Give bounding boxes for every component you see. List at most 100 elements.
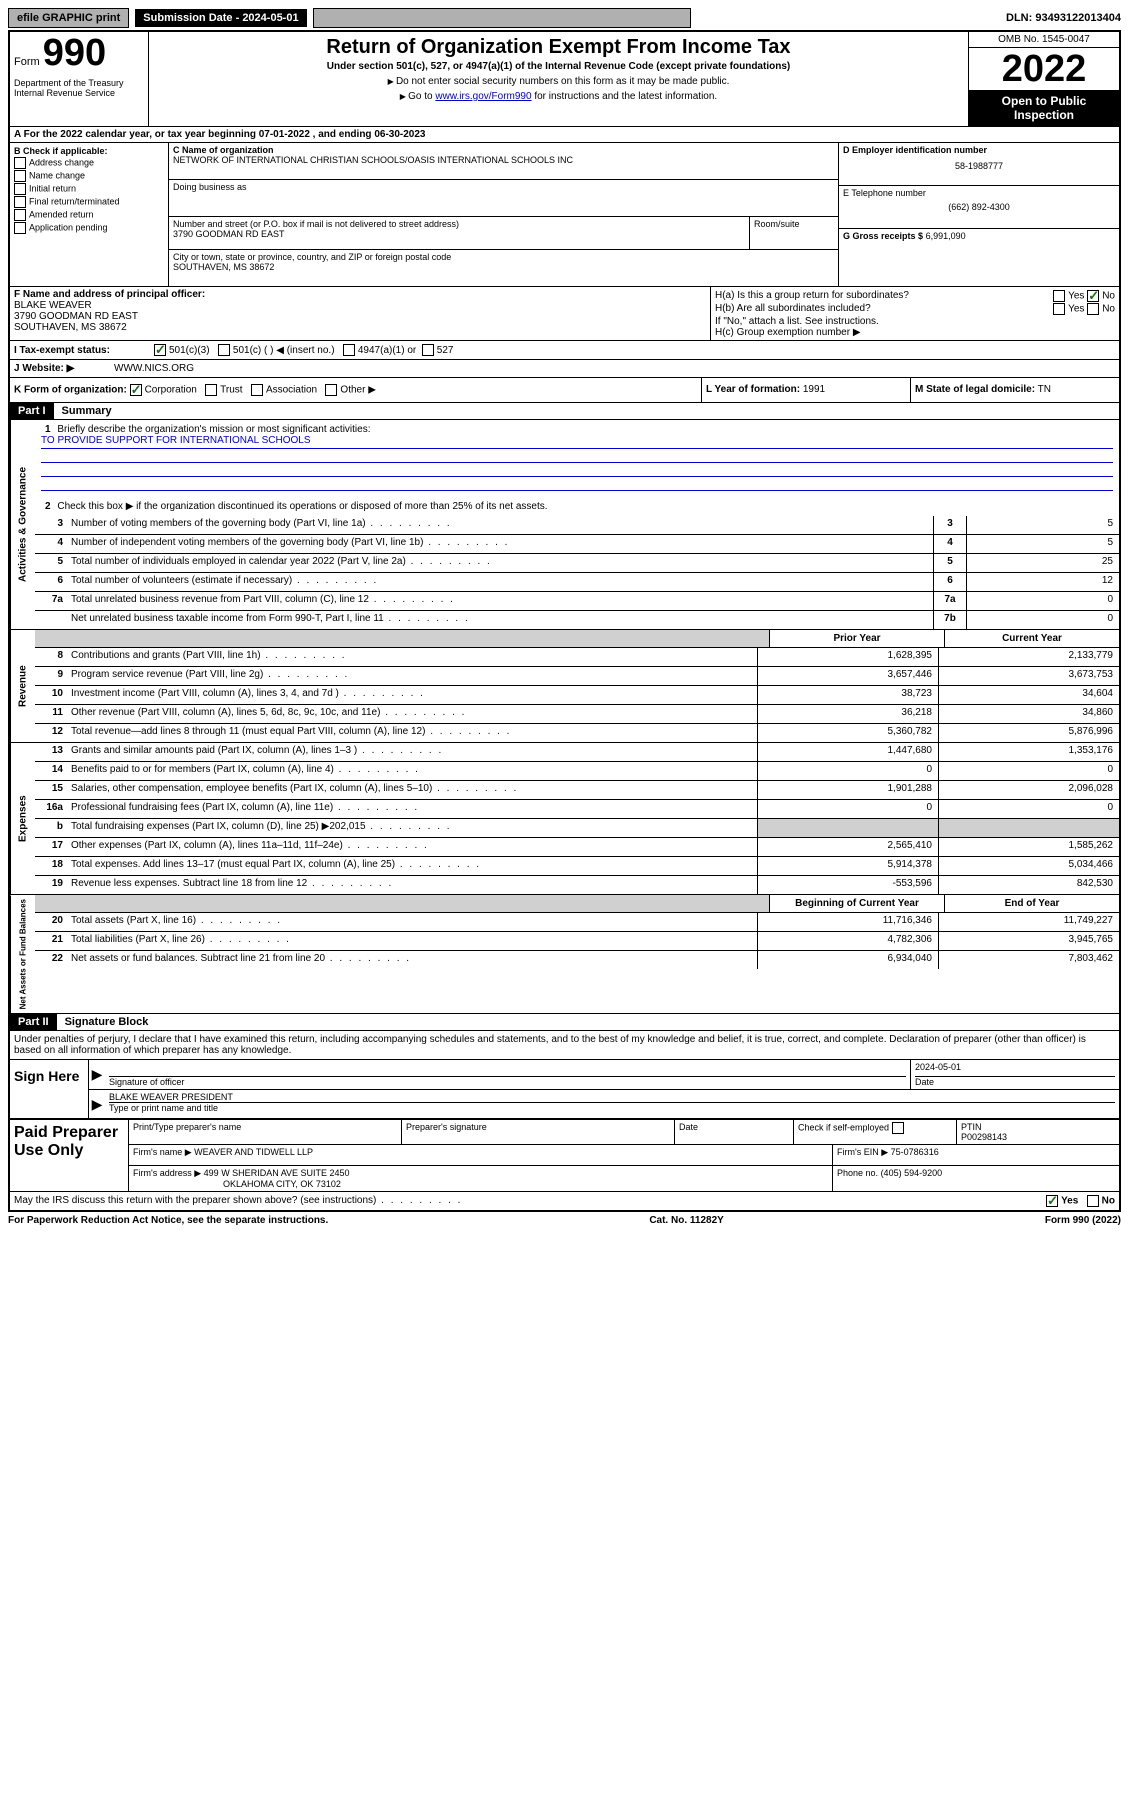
k-corp: Corporation — [145, 385, 197, 396]
signature-block: Under penalties of perjury, I declare th… — [10, 1030, 1119, 1118]
col-c-org-info: C Name of organization NETWORK OF INTERN… — [169, 143, 838, 286]
cb-discuss-no[interactable] — [1087, 1195, 1099, 1207]
line-text: Benefits paid to or for members (Part IX… — [67, 762, 757, 780]
gross-label: G Gross receipts $ — [843, 231, 923, 241]
cb-ha-no[interactable] — [1087, 290, 1099, 302]
cb-initial-return[interactable] — [14, 183, 26, 195]
blank-button[interactable] — [313, 8, 691, 28]
line-prior — [757, 819, 938, 837]
opt-501c3: 501(c)(3) — [169, 345, 210, 356]
paid-preparer-block: Paid Preparer Use Only Print/Type prepar… — [10, 1118, 1119, 1191]
line-num: 3 — [35, 516, 67, 534]
cb-name-change[interactable] — [14, 170, 26, 182]
line-box: 7b — [933, 611, 966, 629]
c-name-label: C Name of organization — [173, 145, 834, 155]
sig-disclaimer: Under penalties of perjury, I declare th… — [10, 1031, 1119, 1060]
instr-link-row: Go to www.irs.gov/Form990 for instructio… — [153, 91, 964, 102]
line-num: b — [35, 819, 67, 837]
col-begin-year: Beginning of Current Year — [769, 895, 944, 912]
line-num: 17 — [35, 838, 67, 856]
line-box: 6 — [933, 573, 966, 591]
k-assoc: Association — [266, 385, 317, 396]
f-label: F Name and address of principal officer: — [14, 289, 706, 300]
ha-label: H(a) Is this a group return for subordin… — [715, 290, 909, 302]
form-number: 990 — [43, 32, 106, 74]
line-num: 16a — [35, 800, 67, 818]
sig-date-label: Date — [915, 1077, 934, 1087]
cb-discuss-yes[interactable] — [1046, 1195, 1058, 1207]
b-item-2: Initial return — [29, 183, 76, 193]
cb-corp[interactable] — [130, 384, 142, 396]
part1-header-row: Part I Summary — [10, 402, 1119, 419]
cb-hb-yes[interactable] — [1053, 303, 1065, 315]
summary-line: b Total fundraising expenses (Part IX, c… — [35, 818, 1119, 837]
cb-501c3[interactable] — [154, 344, 166, 356]
summary-line: 17 Other expenses (Part IX, column (A), … — [35, 837, 1119, 856]
footer-bottom: For Paperwork Reduction Act Notice, see … — [8, 1212, 1121, 1229]
line-current: 3,673,753 — [938, 667, 1119, 685]
sig-date-field: 2024-05-01 Date — [911, 1060, 1119, 1089]
line-num: 5 — [35, 554, 67, 572]
form-title: Return of Organization Exempt From Incom… — [153, 36, 964, 59]
cb-hb-no[interactable] — [1087, 303, 1099, 315]
summary-line: 21 Total liabilities (Part X, line 26) 4… — [35, 931, 1119, 950]
cb-ha-yes[interactable] — [1053, 290, 1065, 302]
officer-name-field: BLAKE WEAVER PRESIDENT Type or print nam… — [105, 1090, 1119, 1118]
opt-501c: 501(c) ( ) ◀ (insert no.) — [233, 345, 335, 356]
line-text: Net unrelated business taxable income fr… — [67, 611, 933, 629]
summary-line: 11 Other revenue (Part VIII, column (A),… — [35, 704, 1119, 723]
line-num: 18 — [35, 857, 67, 875]
summary-line: 19 Revenue less expenses. Subtract line … — [35, 875, 1119, 894]
ha-yes: Yes — [1068, 291, 1084, 302]
cat-no: Cat. No. 11282Y — [649, 1215, 723, 1226]
line-num: 10 — [35, 686, 67, 704]
line-num: 4 — [35, 535, 67, 553]
form-ref: Form 990 (2022) — [1045, 1215, 1121, 1226]
submission-date-button[interactable]: Submission Date - 2024-05-01 — [135, 9, 306, 27]
line-current: 842,530 — [938, 876, 1119, 894]
mission-line-3 — [41, 463, 1113, 477]
line-text: Program service revenue (Part VIII, line… — [67, 667, 757, 685]
line-prior: 3,657,446 — [757, 667, 938, 685]
cb-trust[interactable] — [205, 384, 217, 396]
line-num: 22 — [35, 951, 67, 969]
b-item-0: Address change — [29, 157, 94, 167]
line-current: 3,945,765 — [938, 932, 1119, 950]
opt-527: 527 — [437, 345, 454, 356]
hb-note: If "No," attach a list. See instructions… — [715, 316, 1115, 327]
col-d-ein-phone: D Employer identification number 58-1988… — [838, 143, 1119, 286]
q1-text: Briefly describe the organization's miss… — [57, 424, 370, 435]
cb-self-employed[interactable] — [892, 1122, 904, 1134]
phone-value: (662) 892-4300 — [843, 202, 1115, 212]
firm-addr-cell: Firm's address ▶ 499 W SHERIDAN AVE SUIT… — [129, 1166, 833, 1191]
p-self-employed: Check if self-employed — [794, 1120, 957, 1144]
cb-other[interactable] — [325, 384, 337, 396]
summary-line: 18 Total expenses. Add lines 13–17 (must… — [35, 856, 1119, 875]
row-i-tax-status: I Tax-exempt status: 501(c)(3) 501(c) ( … — [10, 340, 1119, 359]
cb-app-pending[interactable] — [14, 222, 26, 234]
cb-final-return[interactable] — [14, 196, 26, 208]
cb-address-change[interactable] — [14, 157, 26, 169]
arrow-icon-2: ▶ — [89, 1090, 105, 1118]
cb-assoc[interactable] — [251, 384, 263, 396]
cb-amended[interactable] — [14, 209, 26, 221]
summary-governance: Activities & Governance 1 Briefly descri… — [10, 419, 1119, 629]
efile-button[interactable]: efile GRAPHIC print — [8, 8, 129, 28]
m-label: M State of legal domicile: — [915, 384, 1035, 395]
k-label: K Form of organization: — [14, 385, 127, 396]
line-value: 25 — [966, 554, 1119, 572]
sig-officer-field[interactable]: Signature of officer — [105, 1060, 911, 1089]
addr-label: Number and street (or P.O. box if mail i… — [173, 219, 745, 229]
cb-4947[interactable] — [343, 344, 355, 356]
line-num: 6 — [35, 573, 67, 591]
summary-line: 4 Number of independent voting members o… — [35, 534, 1119, 553]
vert-revenue: Revenue — [10, 630, 35, 742]
cb-527[interactable] — [422, 344, 434, 356]
footer-discuss: May the IRS discuss this return with the… — [10, 1191, 1119, 1210]
line-prior: 0 — [757, 800, 938, 818]
line-num: 20 — [35, 913, 67, 931]
irs-link[interactable]: www.irs.gov/Form990 — [435, 91, 531, 102]
firm-phone-cell: Phone no. (405) 594-9200 — [833, 1166, 1119, 1191]
cb-501c[interactable] — [218, 344, 230, 356]
sign-here-label: Sign Here — [10, 1060, 89, 1118]
